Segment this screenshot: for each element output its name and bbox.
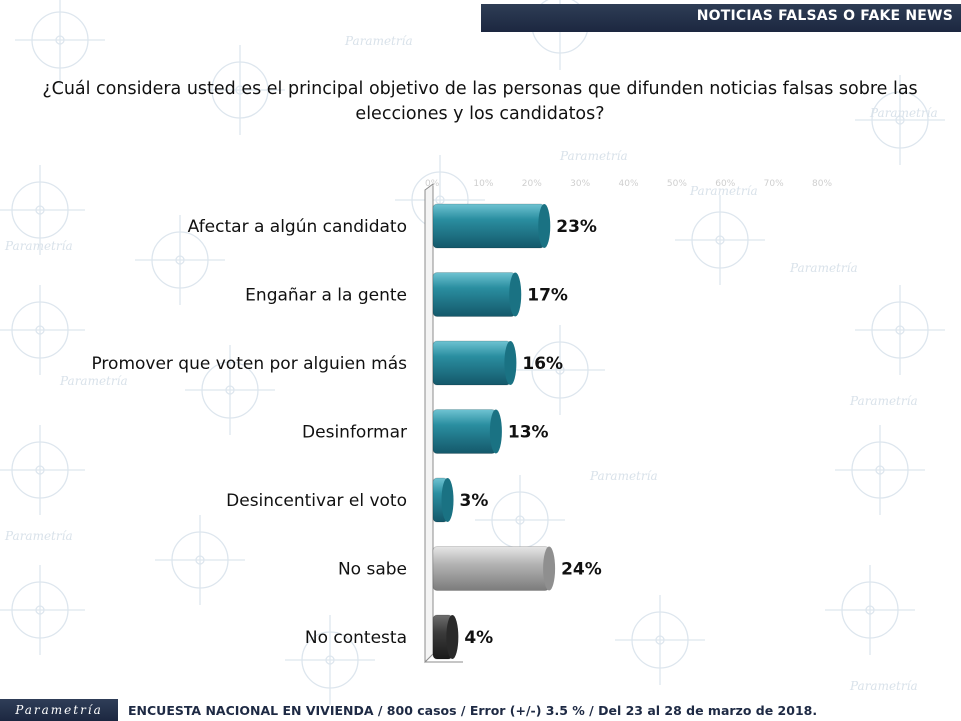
x-tick-label: 20% [522,179,542,189]
category-label: No sabe [338,560,407,580]
value-label: 3% [460,491,489,511]
bar-end-cap [446,615,459,659]
value-label: 16% [522,354,563,374]
y-axis-wall [424,183,434,664]
bar [432,203,545,249]
x-tick-label: 30% [570,179,590,189]
category-label: Desinformar [302,423,407,443]
bar-end-cap [509,272,522,317]
value-label: 17% [527,286,568,306]
bar [432,409,497,454]
bar [432,272,516,317]
category-label: Engañar a la gente [245,286,407,306]
x-tick-label: 0% [425,179,440,189]
svg-text:Parametría: Parametría [4,239,73,253]
x-tick-label: 50% [667,179,687,189]
footer-note: ENCUESTA NACIONAL EN VIVIENDA / 800 caso… [128,703,818,718]
x-tick-label: 70% [764,179,784,189]
parametria-logo: Parametría [0,699,118,721]
bar [432,546,550,591]
svg-text:Parametría: Parametría [589,469,658,483]
x-tick-label: 80% [812,179,832,189]
svg-text:Parametría: Parametría [849,679,918,693]
category-label: No contesta [305,628,407,648]
svg-text:Parametría: Parametría [869,106,938,120]
svg-text:Parametría: Parametría [4,529,73,543]
bar-end-cap [543,546,556,591]
category-label: Afectar a algún candidato [188,217,407,237]
category-label: Promover que voten por alguien más [91,354,407,374]
svg-text:Parametría: Parametría [849,394,918,408]
bar [432,340,511,386]
svg-text:Parametría: Parametría [559,149,628,163]
value-label: 13% [508,423,549,443]
x-tick-label: 60% [715,179,735,189]
header-title: NOTICIAS FALSAS O FAKE NEWS [696,8,953,24]
svg-text:Parametría: Parametría [59,374,128,388]
value-label: 4% [464,628,493,648]
survey-question: ¿Cuál considera usted es el principal ob… [42,79,918,124]
value-label: 23% [556,217,597,237]
svg-text:Parametría: Parametría [789,261,858,275]
svg-text:Parametría: Parametría [344,34,413,48]
value-label: 24% [561,560,602,580]
bar-end-cap [504,341,517,385]
x-tick-label: 10% [473,179,493,189]
bar-end-cap [489,409,502,454]
bar-end-cap [538,204,551,248]
svg-text:Parametría: Parametría [689,184,758,198]
header-banner: NOTICIAS FALSAS O FAKE NEWS [481,4,961,32]
bar-end-cap [441,478,454,522]
category-label: Desincentivar el voto [226,491,407,511]
x-tick-label: 40% [619,179,639,189]
